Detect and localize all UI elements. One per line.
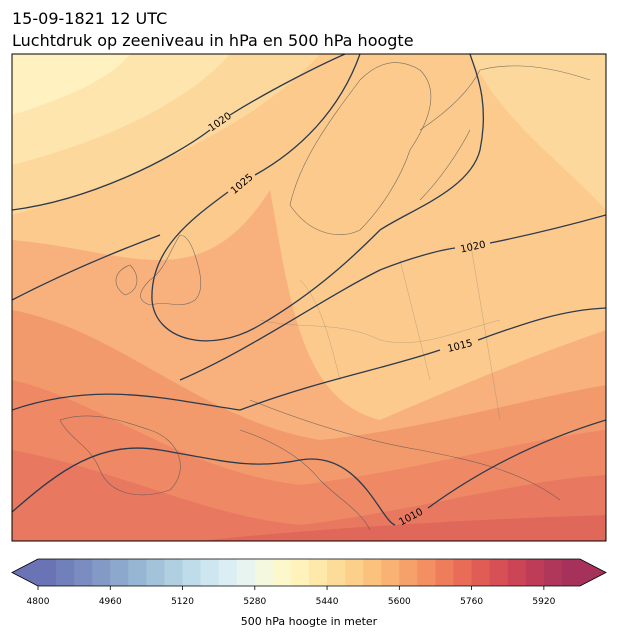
map-frame <box>11 53 607 542</box>
colorbar-extend-low <box>12 559 38 586</box>
colorbar-swatch <box>164 559 184 586</box>
colorbar-outline <box>11 558 607 587</box>
coastline <box>239 399 561 531</box>
colorbar-swatch <box>543 559 563 586</box>
isobar <box>12 419 606 526</box>
colorbar-label: 500 hPa hoogte in meter <box>241 615 378 628</box>
colorbar-swatch <box>363 559 382 586</box>
colorbar-swatch <box>38 559 57 586</box>
colorbar-swatch <box>56 559 75 586</box>
colorbar-swatch <box>200 559 220 586</box>
colorbar-swatch <box>272 559 292 586</box>
colorbar-swatch <box>435 559 455 586</box>
height-band <box>12 450 606 541</box>
isobar <box>12 307 606 411</box>
colorbar-swatch <box>471 559 491 586</box>
colorbar-tick-label: 5440 <box>316 597 339 607</box>
colorbar-swatch <box>128 559 147 586</box>
colorbar-swatch <box>146 559 165 586</box>
isobar <box>12 54 346 211</box>
colorbar-swatch <box>561 559 581 586</box>
colorbar-tick-label: 5760 <box>460 597 483 607</box>
subtitle: Luchtdruk op zeeniveau in hPa en 500 hPa… <box>12 31 414 50</box>
height-band <box>470 54 606 210</box>
coastline <box>289 62 432 235</box>
colorbar-swatch <box>182 559 202 586</box>
isobar <box>12 234 161 301</box>
colorbar-swatch <box>507 559 527 586</box>
colorbar-tick-label: 4800 <box>27 597 50 607</box>
coastline <box>115 234 202 306</box>
colorbar-extend-high <box>580 559 606 586</box>
colorbar-swatch <box>381 559 400 586</box>
colorbar-tick-label: 5120 <box>171 597 194 607</box>
colorbar-swatch <box>309 559 328 586</box>
colorbar-swatch <box>290 559 310 586</box>
coastline <box>419 65 591 201</box>
colorbar-swatch <box>345 559 364 586</box>
colorbar-swatch <box>92 559 111 586</box>
isobar <box>151 54 484 342</box>
colorbar-swatch <box>489 559 509 586</box>
colorbar-swatch <box>327 559 346 586</box>
colorbar-tick-label: 5280 <box>243 597 266 607</box>
colorbar-tick-label: 4960 <box>99 597 122 607</box>
map-area <box>12 54 606 541</box>
isobar <box>179 214 606 381</box>
coastline <box>59 415 181 496</box>
height-band <box>12 54 130 115</box>
colorbar-swatch <box>218 559 238 586</box>
colorbar-swatch <box>525 559 545 586</box>
height-band <box>200 515 606 541</box>
colorbar-swatch <box>453 559 473 586</box>
colorbar-swatch <box>399 559 418 586</box>
colorbar-tick-label: 5600 <box>388 597 411 607</box>
title: 15-09-1821 12 UTC <box>12 9 167 28</box>
country-border <box>259 239 501 421</box>
colorbar-swatch <box>110 559 129 586</box>
colorbar-swatch <box>236 559 256 586</box>
colorbar-swatch <box>74 559 93 586</box>
colorbar-tick-label: 5920 <box>532 597 555 607</box>
colorbar: 4800 4960 5120 5280 5440 5600 5760 5920 <box>11 558 607 607</box>
colorbar-swatch <box>254 559 274 586</box>
colorbar-swatch <box>417 559 436 586</box>
isobar-label: 1020 <box>460 239 487 255</box>
